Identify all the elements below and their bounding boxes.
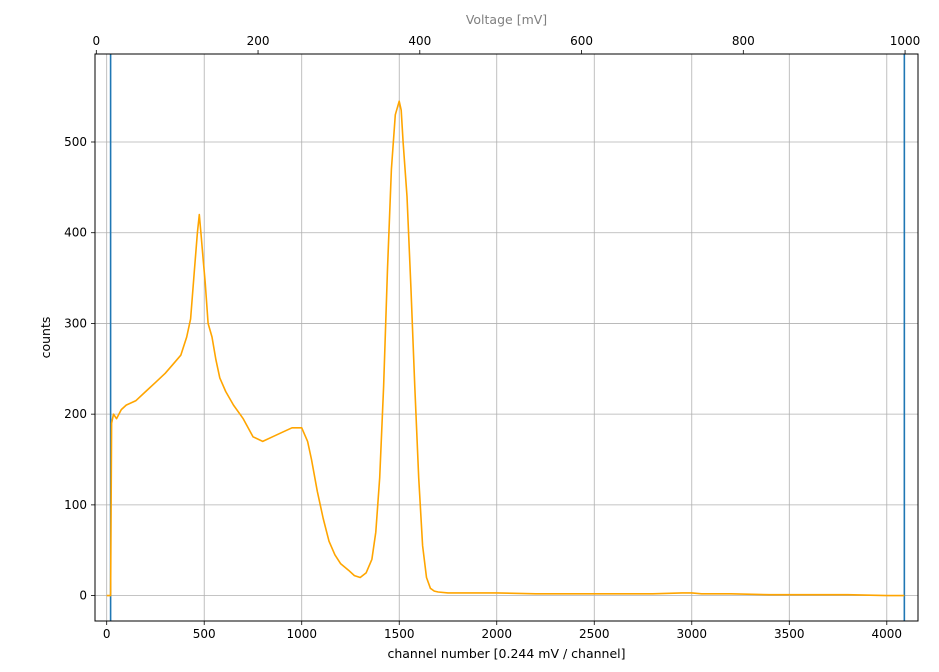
series-group <box>106 100 905 597</box>
y-tick-label: 200 <box>64 407 87 421</box>
x-tick-label: 0 <box>103 627 111 641</box>
x-tick-label: 500 <box>193 627 216 641</box>
top-x-tick-label: 200 <box>247 34 270 48</box>
x-tick-label: 2500 <box>579 627 610 641</box>
y-axis-label: counts <box>38 317 53 359</box>
x-tick-label: 2000 <box>481 627 512 641</box>
top-x-tick-label: 400 <box>408 34 431 48</box>
y-tick-label: 0 <box>79 589 87 603</box>
x-tick-label: 3500 <box>774 627 805 641</box>
axis-ticks: 0 500 1000 1500 2000 2500 3000 3500 400001002003… <box>64 34 920 641</box>
top-x-axis-label: Voltage [mV] <box>466 12 547 27</box>
y-tick-label: 500 <box>64 135 87 149</box>
series-line <box>106 100 905 597</box>
top-x-tick-label: 600 <box>570 34 593 48</box>
grid-lines <box>95 54 918 621</box>
x-tick-label: 3000 <box>676 627 707 641</box>
top-x-tick-label: 0 <box>92 34 100 48</box>
y-tick-label: 300 <box>64 316 87 330</box>
x-tick-label: 4000 <box>872 627 903 641</box>
top-x-tick-label: 1000 <box>890 34 921 48</box>
top-x-tick-label: 800 <box>732 34 755 48</box>
plot-frame <box>94 53 919 622</box>
x-tick-label: 1000 <box>286 627 317 641</box>
y-tick-label: 400 <box>64 226 87 240</box>
x-tick-label: 1500 <box>384 627 415 641</box>
y-tick-label: 100 <box>64 498 87 512</box>
x-axis-label: channel number [0.244 mV / channel] <box>387 646 625 661</box>
